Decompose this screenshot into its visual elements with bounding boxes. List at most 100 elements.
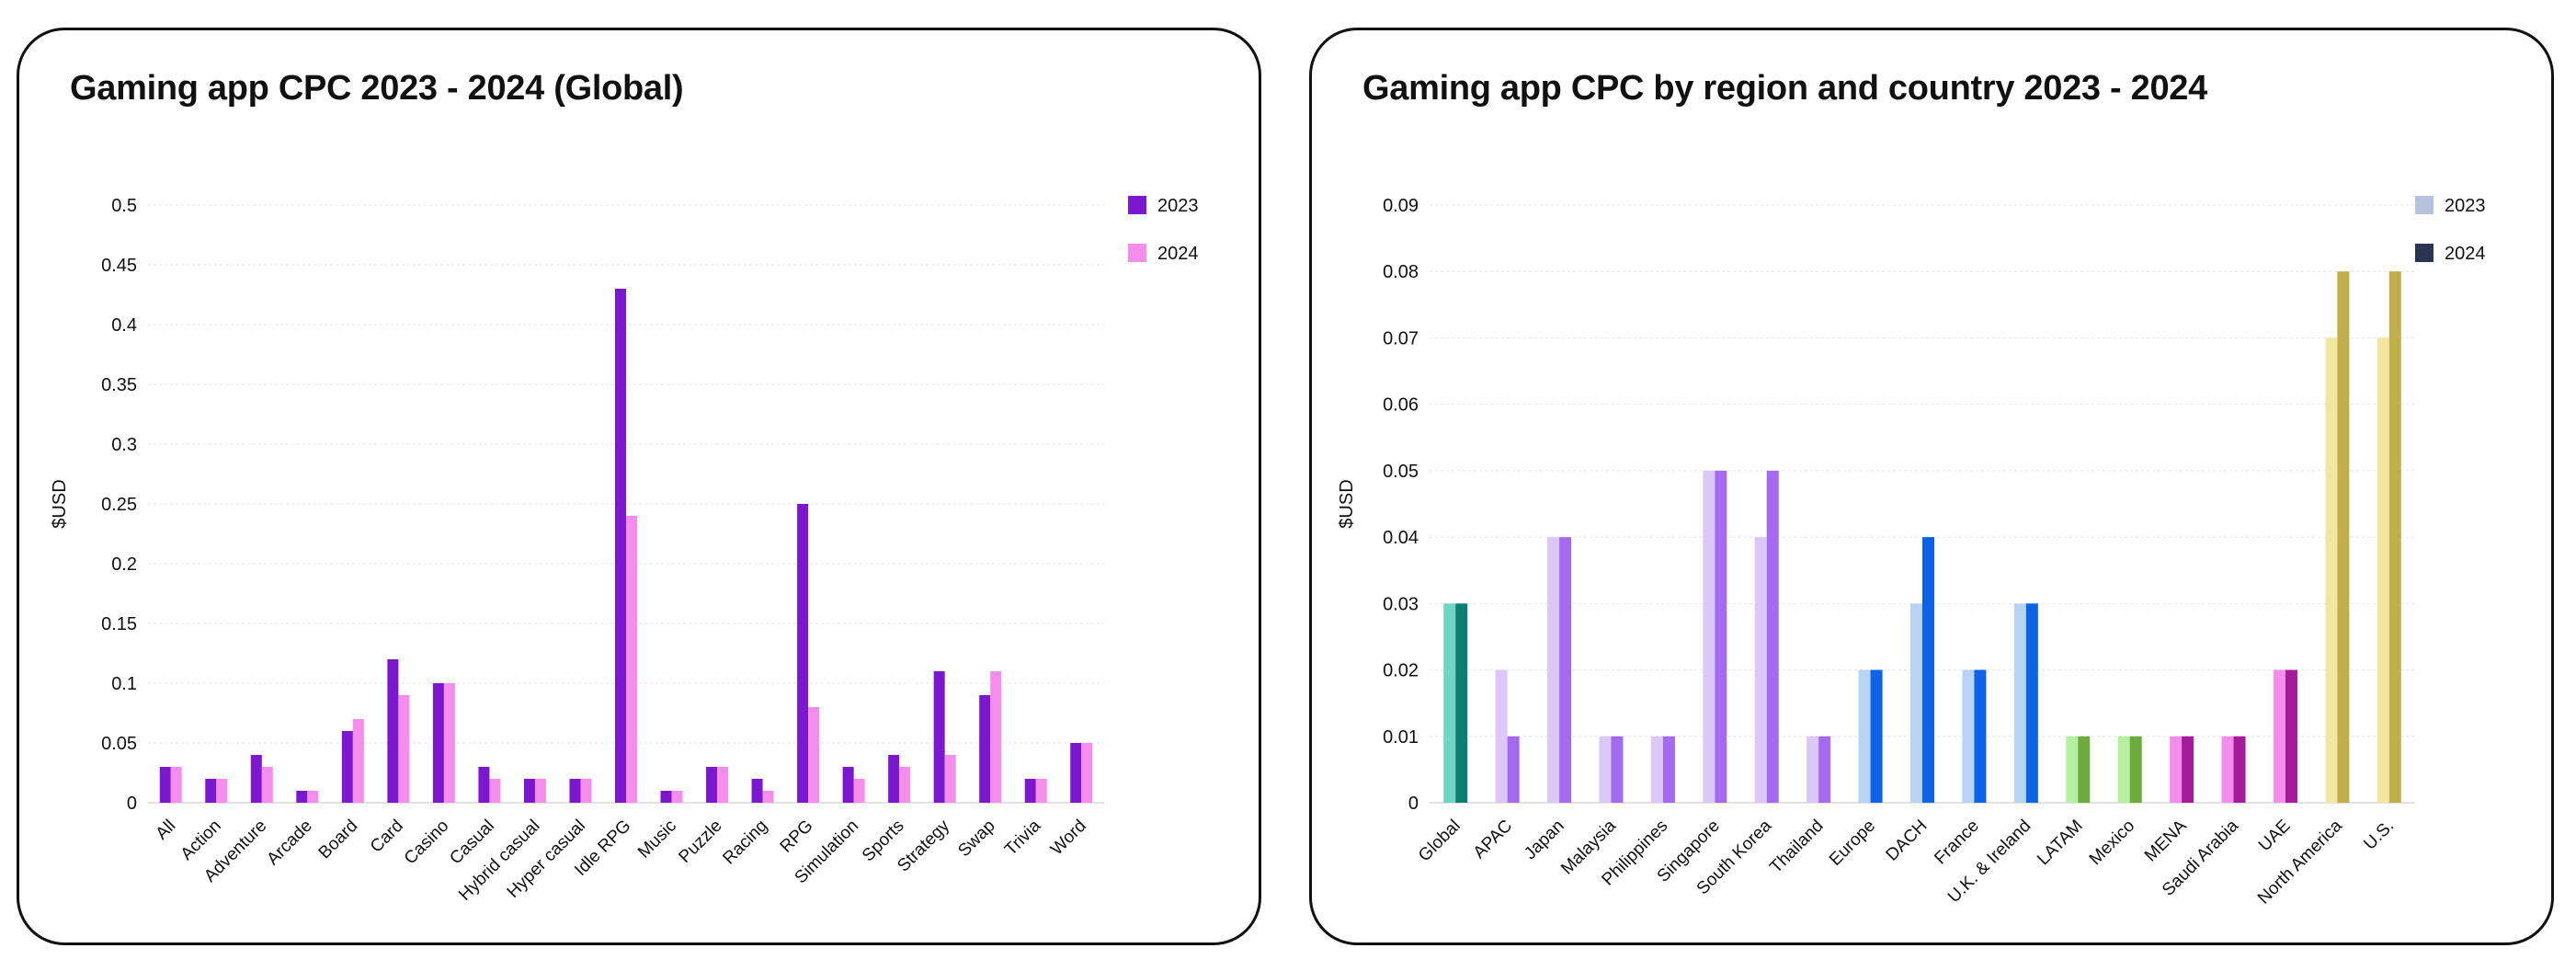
legend-label-2023: 2023 (2445, 196, 2486, 216)
bar-2024-malaysia (1611, 736, 1624, 803)
bar-2023-adventure (250, 755, 262, 803)
legend-swatch-2023 (1128, 196, 1146, 214)
x-tick-label: All (153, 817, 180, 844)
y-tick-label: 0.5 (111, 196, 137, 216)
bar-2024-adventure (261, 767, 273, 803)
x-tick-label: Swap (954, 817, 998, 861)
legend-label-2024: 2024 (2445, 244, 2486, 264)
bar-2024-europe (1870, 669, 1883, 803)
bar-2024-u-s (2388, 271, 2401, 803)
bar-2024-sports (899, 767, 911, 803)
y-tick-label: 0.4 (111, 315, 137, 336)
bar-2023-mena (2170, 736, 2183, 803)
bar-2024-hyper-casual (580, 779, 592, 803)
x-tick-label: Puzzle (675, 817, 725, 867)
y-tick-label: 0.25 (101, 495, 137, 515)
bar-2024-mexico (2129, 736, 2142, 803)
bar-2024-action (216, 779, 228, 803)
bar-2023-all (159, 767, 171, 803)
bar-2024-france (1974, 669, 1987, 803)
bar-2024-global (1455, 603, 1468, 803)
bar-2024-swap (990, 671, 1002, 803)
y-axis-label: $USD (1337, 479, 1357, 528)
x-tick-label: Arcade (263, 817, 315, 869)
y-tick-label: 0.06 (1383, 395, 1419, 416)
y-tick-label: 0.35 (101, 375, 137, 395)
bar-2023-hybrid-casual (523, 779, 535, 803)
y-tick-label: 0.3 (111, 435, 137, 455)
x-tick-label: Europe (1826, 817, 1879, 870)
x-tick-label: Trivia (1001, 816, 1044, 859)
chart-title: Gaming app CPC by region and country 202… (1362, 69, 2207, 108)
bar-2023-action (205, 779, 217, 803)
y-tick-label: 0.05 (1383, 462, 1419, 482)
bar-2024-idle-rpg (626, 516, 637, 803)
x-tick-label: Word (1047, 817, 1090, 860)
bar-2024-word (1081, 743, 1093, 803)
bar-2023-puzzle (706, 767, 718, 803)
bar-2024-singapore (1715, 470, 1727, 803)
x-tick-label: Mexico (2086, 817, 2138, 869)
bar-2024-strategy (944, 755, 956, 803)
bar-2023-casino (432, 683, 444, 803)
y-tick-label: 0 (127, 794, 137, 814)
bar-2023-rpg (797, 504, 809, 803)
chart-panel-global: Gaming app CPC 2023 - 2024 (Global) $USD… (17, 28, 1261, 945)
bar-2023-strategy (933, 671, 945, 803)
x-tick-label: Casino (401, 817, 453, 869)
x-tick-label: France (1931, 817, 1983, 869)
x-tick-label: Music (634, 817, 680, 862)
legend-swatch-2024 (1128, 244, 1146, 262)
legend-swatch-2024 (2415, 244, 2434, 262)
bar-chart-region: $USD 0 0.01 0.02 0.03 0.04 0.05 0.06 0.07 0.08 0.0… (1337, 196, 2486, 908)
bar-2024-music (671, 791, 683, 803)
y-tick-label: 0.08 (1383, 262, 1419, 282)
bar-2023-word (1070, 743, 1082, 803)
bar-2024-all (170, 767, 182, 803)
bar-2024-mena (2182, 736, 2194, 803)
y-tick-label: 0.1 (111, 674, 137, 694)
bar-2024-philippines (1662, 736, 1675, 803)
x-tick-label: RPG (777, 817, 817, 857)
bar-2024-rpg (808, 707, 820, 803)
bar-2023-card (387, 659, 399, 803)
x-tick-label: Global (1415, 817, 1465, 866)
y-tick-label: 0.09 (1383, 196, 1419, 216)
x-tick-label: MENA (2141, 816, 2191, 865)
bar-2023-dach (1910, 603, 1922, 803)
bar-2024-racing (762, 791, 774, 803)
bar-2024-japan (1559, 537, 1572, 803)
bar-2023-simulation (842, 767, 854, 803)
bar-2023-racing (751, 779, 763, 803)
x-tick-label: U.S. (2360, 817, 2398, 854)
y-tick-label: 0.15 (101, 614, 137, 634)
x-tick-label: UAE (2255, 817, 2294, 855)
bar-2024-simulation (853, 779, 865, 803)
y-tick-label: 0.01 (1383, 727, 1419, 748)
y-tick-label: 0.03 (1383, 594, 1419, 614)
chart-title: Gaming app CPC 2023 - 2024 (Global) (70, 69, 684, 108)
y-tick-label: 0 (1408, 794, 1419, 814)
bar-2024-board (352, 719, 364, 803)
bar-2023-trivia (1024, 779, 1036, 803)
bar-2023-north-america (2325, 337, 2338, 803)
bar-2024-apac (1507, 736, 1520, 803)
y-tick-label: 0.07 (1383, 328, 1419, 348)
bar-2024-casino (443, 683, 455, 803)
x-tick-label: Racing (719, 817, 771, 869)
x-tick-label: Card (367, 817, 407, 857)
bar-2023-malaysia (1599, 736, 1612, 803)
bar-2023-philippines (1650, 736, 1663, 803)
bar-2023-sports (888, 755, 900, 803)
bar-2023-thailand (1807, 736, 1819, 803)
bar-2024-card (398, 695, 410, 803)
bar-2024-north-america (2337, 271, 2350, 803)
bar-2024-uae (2285, 669, 2297, 803)
bar-2023-swap (979, 695, 991, 803)
bar-2023-uae (2273, 669, 2285, 803)
x-tick-label: DACH (1883, 817, 1932, 865)
bar-2024-casual (489, 779, 501, 803)
bar-2023-arcade (296, 791, 308, 803)
bar-2024-latam (2078, 736, 2091, 803)
legend-label-2024: 2024 (1157, 244, 1199, 264)
